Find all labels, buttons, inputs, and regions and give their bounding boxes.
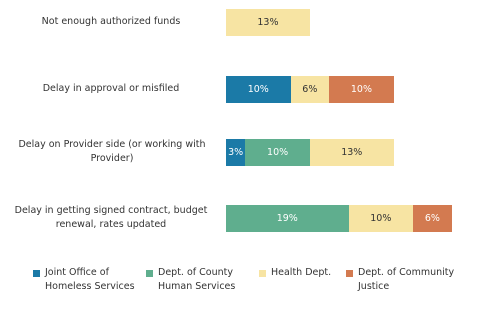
category-label: Delay in approval or misfiled — [42, 83, 180, 94]
data-label: 3% — [228, 146, 244, 158]
legend-swatch — [259, 270, 266, 277]
bar-segment: 3% — [226, 138, 246, 166]
data-label: 10% — [370, 212, 392, 224]
bar-segment: 10% — [245, 138, 310, 166]
bar-segment: 10% — [329, 75, 394, 103]
legend-item: Dept. of County Human Services — [146, 266, 251, 294]
bar-segment: 10% — [226, 75, 291, 103]
data-label: 6% — [302, 83, 318, 95]
data-label: 10% — [267, 146, 289, 158]
bar-segment: 10% — [348, 204, 414, 232]
data-label: 13% — [341, 146, 363, 158]
bar-segment: 19% — [226, 204, 349, 232]
data-label: 6% — [424, 212, 440, 224]
data-label: 13% — [257, 16, 279, 28]
category-label: Delay on Provider side (or working with … — [18, 139, 206, 164]
legend-item: Dept. of Community Justice — [346, 266, 456, 294]
legend-item: Joint Office of Homeless Services — [33, 266, 138, 294]
legend-swatch — [33, 270, 40, 277]
legend-label: Health Dept. — [271, 267, 332, 278]
category-label: Delay in getting signed contract, budget… — [14, 205, 208, 230]
legend-label: Dept. of County Human Services — [158, 267, 236, 292]
bar-segment: 13% — [226, 8, 310, 36]
bar-segment: 6% — [290, 75, 330, 103]
legend-item: Health Dept. — [259, 266, 339, 280]
bar-segment: 6% — [413, 204, 452, 232]
legend-swatch — [346, 270, 353, 277]
data-label: 10% — [247, 83, 269, 95]
data-label: 19% — [276, 212, 298, 224]
legend-label: Joint Office of Homeless Services — [45, 267, 135, 292]
legend-swatch — [146, 270, 153, 277]
category-label: Not enough authorized funds — [41, 16, 181, 27]
data-label: 10% — [350, 83, 372, 95]
legend-label: Dept. of Community Justice — [358, 267, 455, 292]
bar-segment: 13% — [309, 138, 394, 166]
